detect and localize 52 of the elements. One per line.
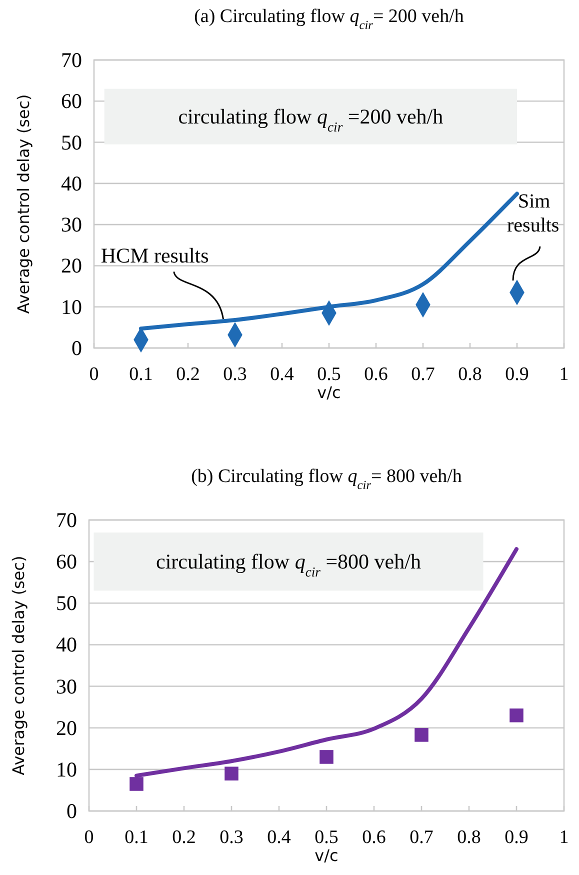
y-tick-label: 60: [61, 89, 82, 114]
x-tick-label: 1: [559, 364, 569, 385]
x-tick-label: 0.5: [314, 827, 338, 848]
y-tick-label: 50: [56, 591, 77, 616]
x-tick-label: 0.4: [267, 827, 292, 848]
x-tick-label: 0.3: [223, 364, 247, 385]
x-tick-label: 0.6: [362, 827, 386, 848]
text: HCM results: [100, 244, 209, 268]
x-tick-label: 0.9: [504, 827, 528, 848]
y-tick-label: 70: [61, 48, 82, 72]
x-tick-label: 0.1: [129, 364, 153, 385]
y-tick-label: 40: [56, 632, 77, 657]
y-tick-label: 20: [61, 254, 82, 278]
x-tick-label: 0.1: [124, 827, 148, 848]
x-axis-title: v/c: [317, 383, 341, 402]
y-tick-label: 70: [56, 508, 77, 532]
y-tick-label: 30: [56, 674, 77, 698]
x-tick-label: 0: [89, 364, 99, 385]
x-axis-title: v/c: [314, 846, 338, 865]
point: [130, 777, 144, 791]
x-tick-label: 0.4: [270, 364, 294, 385]
x-tick-label: 0.9: [505, 364, 529, 385]
y-tick-label: 30: [61, 212, 82, 237]
x-tick-label: 0.3: [220, 827, 244, 848]
y-tick-label: 0: [72, 336, 82, 360]
annotation: circulating flow q$_{cir}$ =200 veh/h: [178, 104, 444, 134]
y-tick-label: 10: [56, 757, 77, 782]
x-tick-label: 0.7: [410, 827, 434, 848]
x-tick-label: 0.2: [176, 364, 200, 385]
x-tick-label: 0.8: [457, 827, 481, 848]
y-tick-label: 50: [61, 130, 82, 154]
y-tick-label: 60: [56, 550, 77, 574]
x-tick-label: 0.7: [411, 364, 435, 385]
annotation: circulating flow q$_{cir}$ =800 veh/h: [156, 550, 422, 580]
x-tick-label: 1: [559, 827, 569, 848]
chart-title: (a) Circulating flow q$_{cir}$= 200 veh/h: [194, 6, 464, 32]
point: [224, 766, 238, 780]
y-tick-label: 0: [66, 799, 77, 823]
x-tick-label: 0.6: [364, 364, 388, 385]
y-tick-label: 10: [61, 294, 82, 319]
point: [320, 750, 334, 764]
y-tick-label: 40: [61, 171, 82, 196]
x-tick-label: 0.2: [172, 827, 196, 848]
text: Sim results: [507, 190, 560, 236]
point: [414, 728, 428, 742]
point: [510, 708, 524, 722]
y-axis-title: Average control delay (sec): [14, 94, 33, 314]
x-tick-label: 0.5: [317, 364, 341, 385]
y-tick-label: 20: [56, 716, 77, 740]
y-axis-title: Average control delay (sec): [9, 556, 28, 776]
x-tick-label: 0.8: [458, 364, 482, 385]
chart-title: (b) Circulating flow q$_{cir}$= 800 veh/h: [191, 466, 462, 492]
